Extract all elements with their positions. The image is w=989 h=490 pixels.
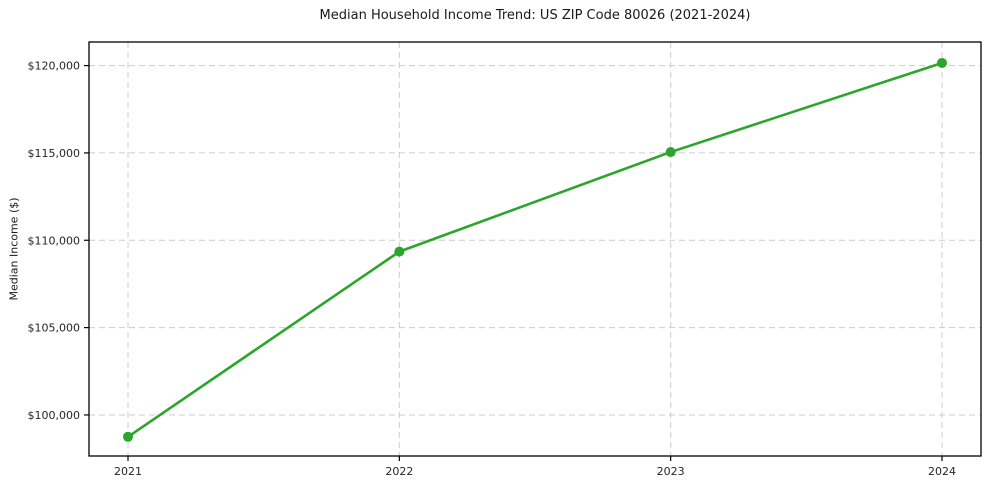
y-tick-label: $100,000 bbox=[28, 409, 81, 422]
y-tick-label: $120,000 bbox=[28, 60, 81, 73]
y-tick-label: $110,000 bbox=[28, 234, 81, 247]
axis-border bbox=[88, 41, 982, 457]
y-tick-label: $115,000 bbox=[28, 147, 81, 160]
data-point bbox=[394, 246, 405, 257]
series-line bbox=[126, 61, 944, 439]
data-point bbox=[665, 147, 676, 158]
x-tick-label: 2022 bbox=[385, 465, 413, 478]
x-tick-label: 2023 bbox=[657, 465, 685, 478]
data-point bbox=[937, 57, 947, 68]
y-tick-label: $105,000 bbox=[28, 322, 81, 335]
x-tick-label: 2021 bbox=[114, 465, 142, 478]
x-tick-label: 2024 bbox=[928, 465, 956, 478]
chart-title: Median Household Income Trend: US ZIP Co… bbox=[319, 8, 751, 23]
data-point bbox=[123, 431, 133, 442]
